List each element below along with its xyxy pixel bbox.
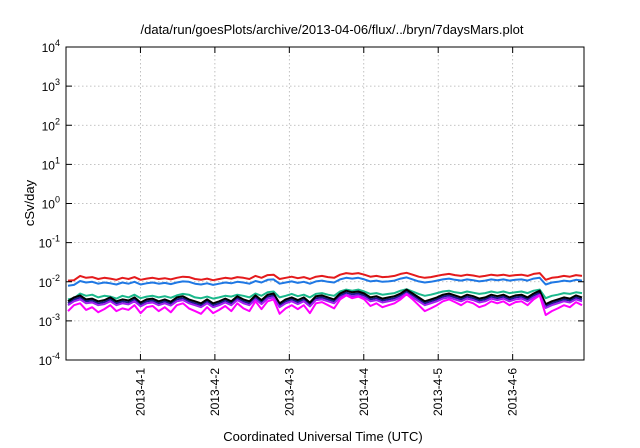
series-line-7 <box>67 293 583 316</box>
x-tick-label: 2013-4-2 <box>208 368 222 416</box>
y-tick-label: 103 <box>42 77 60 94</box>
series-lines <box>67 271 583 316</box>
x-tick-label: 2013-4-4 <box>357 368 371 416</box>
x-axis-label: Coordinated Universal Time (UTC) <box>223 429 422 444</box>
y-tick-label: 102 <box>42 116 60 133</box>
grid <box>66 47 584 360</box>
y-tick-label: 10-2 <box>39 273 60 290</box>
series-line-2 <box>67 276 583 287</box>
series-line-5 <box>67 288 583 306</box>
x-tick-label: 2013-4-1 <box>133 368 147 416</box>
series-line-1 <box>67 271 583 282</box>
x-axis: 2013-4-1 2013-4-2 2013-4-3 2013-4-4 2013-4-5… <box>133 47 520 416</box>
y-tick-label: 10-4 <box>39 351 60 368</box>
y-tick-label: 101 <box>42 155 60 172</box>
y-tick-label: 10-3 <box>39 312 60 329</box>
x-tick-label: 2013-4-5 <box>431 368 445 416</box>
x-tick-label: 2013-4-3 <box>282 368 296 416</box>
y-tick-label: 10-1 <box>39 234 60 251</box>
x-tick-label: 2013-4-6 <box>506 368 520 416</box>
y-tick-label: 104 <box>42 38 60 55</box>
y-axis-label: cSv/day <box>22 179 37 226</box>
chart-title: /data/run/goesPlots/archive/2013-04-06/f… <box>141 22 524 37</box>
y-tick-label: 100 <box>42 195 60 212</box>
y-axis: 10-4 10-3 10-2 10-1 100 101 102 103 104 <box>39 38 584 368</box>
series-line-4 <box>67 290 583 307</box>
series-line-3 <box>67 288 583 301</box>
series-line-6 <box>67 292 583 309</box>
